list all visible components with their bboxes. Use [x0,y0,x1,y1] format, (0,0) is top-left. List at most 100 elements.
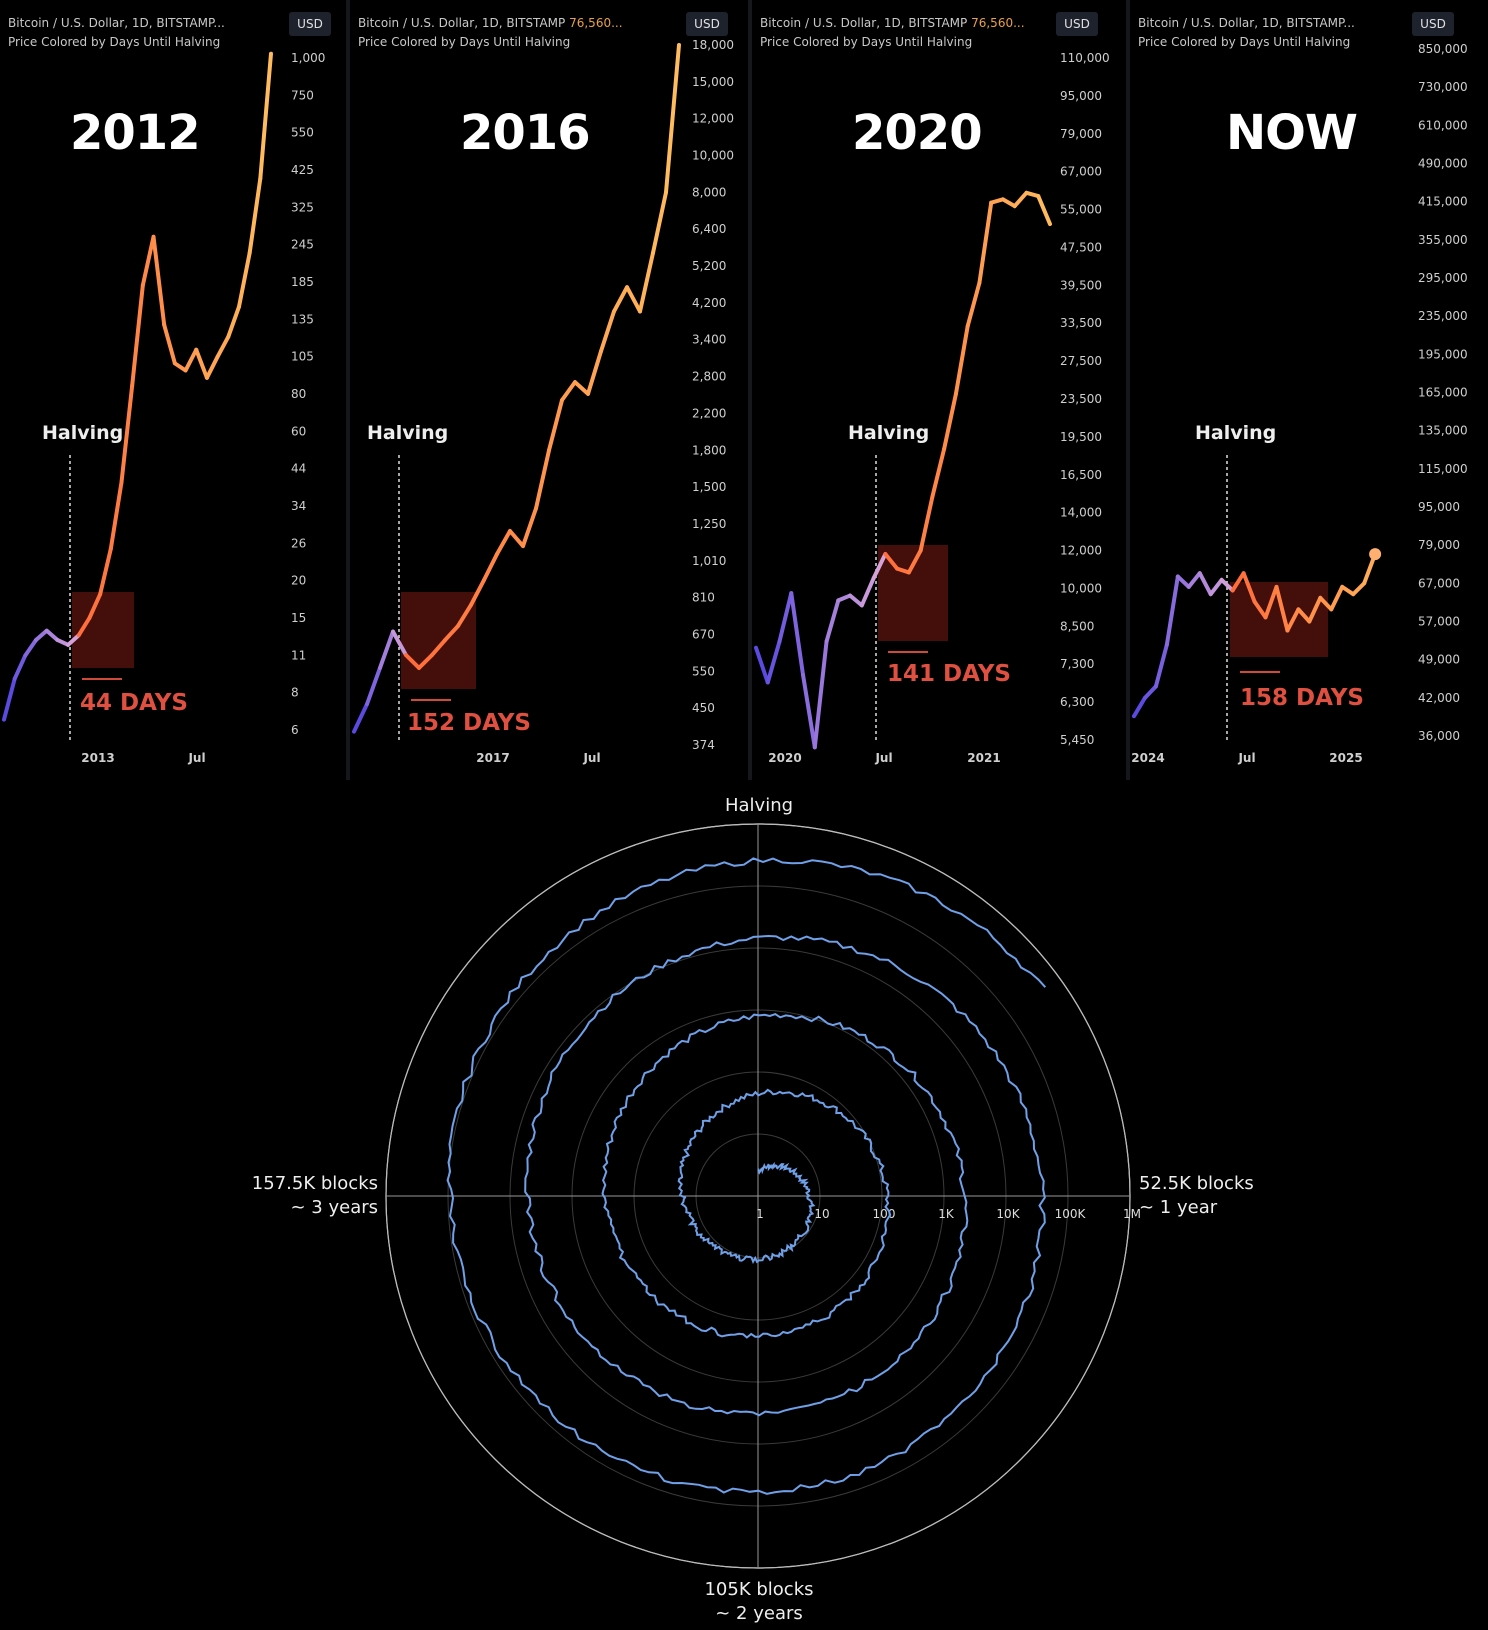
year-label: 2012 [70,105,201,161]
y-tick-label: 235,000 [1418,309,1468,323]
currency-button[interactable]: USD [1056,12,1098,36]
y-tick-label: 57,000 [1418,615,1460,629]
y-tick-label: 95,000 [1418,500,1460,514]
price-segment [1186,571,1202,589]
right-label-time: ~ 1 year [1139,1197,1218,1218]
price-segment [23,637,39,658]
y-tick-label: 7,300 [1060,657,1094,671]
polar-right-label: 52.5K blocks ~ 1 year [1139,1172,1254,1220]
chart-header: Bitcoin / U.S. Dollar, 1D, BITSTAMP 76,5… [358,14,623,52]
y-tick-label: 415,000 [1418,195,1468,209]
y-tick-label: 490,000 [1418,157,1468,171]
y-tick-label: 79,000 [1060,127,1102,141]
price-segment [1132,695,1147,719]
radial-tick-label: 1 [756,1207,764,1221]
price-segment [789,591,806,678]
y-tick-label: 6,300 [1060,695,1094,709]
y-tick-label: 16,500 [1060,468,1102,482]
price-segment [352,702,369,734]
radial-tick-label: 100K [1055,1207,1087,1221]
y-tick-label: 185 [291,275,314,289]
price-segment [204,354,220,380]
header-subtitle: Price Colored by Days Until Halving [8,35,221,49]
y-tick-label: 8 [291,686,299,700]
y-tick-label: 810 [692,591,715,605]
price-segment [883,552,900,571]
price-segment [1164,574,1180,647]
pre-halving-box [401,592,476,689]
halving-label: Halving [1195,422,1277,444]
price-segment [560,380,577,403]
price-segment [508,529,525,549]
price-segment [66,633,81,647]
x-tick-label: Jul [187,751,205,765]
polar-left-label: 157.5K blocks ~ 3 years [230,1172,378,1220]
price-segment [456,602,473,628]
y-tick-label: 19,500 [1060,430,1102,444]
y-tick-label: 12,000 [692,112,734,126]
y-tick-label: 425 [291,163,314,177]
price-chart-now: 850,000 730,000 610,000 490,000 415,000 355,0… [1131,42,1468,765]
y-tick-label: 2,200 [692,406,726,420]
header-title: Bitcoin / U.S. Dollar, 1D, BITSTAMP [358,16,566,30]
price-segment [1252,599,1268,620]
price-segment [664,43,681,195]
y-tick-label: 750 [291,88,314,102]
y-tick-label: 5,450 [1060,733,1094,747]
price-segment [365,665,382,707]
header-price: 76,560... [971,16,1025,30]
price-segment [430,638,447,658]
price-segment [1340,584,1356,597]
y-tick-label: 1,000 [291,51,325,65]
y-tick-label: 26 [291,536,306,550]
price-segment [2,676,17,722]
price-segment [469,578,486,607]
left-label-blocks: 157.5K blocks [251,1173,378,1194]
price-segment [108,480,124,551]
price-segment [906,548,923,575]
y-tick-label: 5,200 [692,259,726,273]
price-segment [836,593,853,603]
price-segment [87,592,103,620]
chart-header: Bitcoin / U.S. Dollar, 1D, BITSTAMP... P… [8,14,225,52]
price-segment [1219,577,1235,593]
currency-button[interactable]: USD [289,12,331,36]
price-segment [824,598,841,644]
halving-cycle-polar-chart: 1 10 100 1K 10K 100K 1M [385,823,1141,1569]
y-tick-label: 67,000 [1418,576,1460,590]
y-tick-label: 27,500 [1060,354,1102,368]
price-segment [573,380,590,396]
price-chart-2020: 110,000 95,000 79,000 67,000 55,000 47,500 39,… [754,51,1110,765]
y-tick-label: 80 [291,387,306,401]
price-segment [140,234,156,288]
price-segment [404,653,421,670]
price-segment [247,176,263,256]
currency-button[interactable]: USD [686,12,728,36]
y-tick-label: 610,000 [1418,118,1468,132]
price-segment [651,190,668,255]
x-tick-label: 2013 [81,751,114,765]
y-tick-label: 18,000 [692,38,734,52]
header-subtitle: Price Colored by Days Until Halving [358,35,571,49]
y-tick-label: 36,000 [1418,729,1460,743]
radial-tick-label: 1K [938,1207,955,1221]
y-tick-label: 14,000 [1060,506,1102,520]
price-segment [130,283,145,388]
price-segment [599,309,616,354]
panel-divider [748,0,752,780]
y-tick-label: 550 [692,664,715,678]
header-subtitle: Price Colored by Days Until Halving [1138,35,1351,49]
price-segment [1230,571,1246,593]
price-segment [183,347,199,373]
y-tick-label: 115,000 [1418,462,1468,476]
price-segment [417,653,434,670]
y-tick-label: 34 [291,499,306,513]
y-tick-label: 3,400 [692,333,726,347]
currency-button[interactable]: USD [1412,12,1454,36]
price-segment [977,200,994,285]
y-tick-label: 1,800 [692,443,726,457]
bottom-label-blocks: 105K blocks [704,1579,814,1600]
chart-panel-2020: 110,000 95,000 79,000 67,000 55,000 47,500 39,… [752,0,1128,780]
year-label: NOW [1226,105,1358,161]
y-tick-label: 49,000 [1418,653,1460,667]
